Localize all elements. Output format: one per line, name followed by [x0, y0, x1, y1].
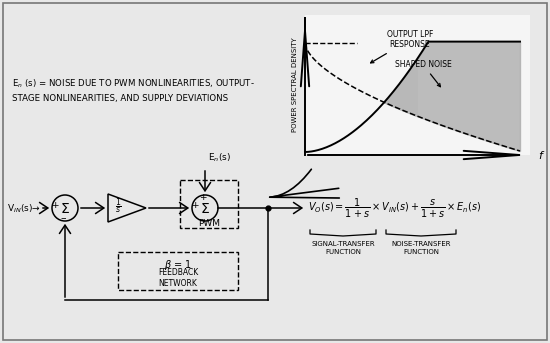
Text: SIGNAL-TRANSFER
FUNCTION: SIGNAL-TRANSFER FUNCTION [311, 241, 375, 255]
Text: $\beta$ = 1: $\beta$ = 1 [164, 258, 192, 272]
Text: E$_n$(s): E$_n$(s) [208, 152, 231, 164]
Text: $\Sigma$: $\Sigma$ [200, 202, 210, 216]
Text: E$_n$ (s) = NOISE DUE TO PWM NONLINEARITIES, OUTPUT-
STAGE NONLINEARITIES, AND S: E$_n$ (s) = NOISE DUE TO PWM NONLINEARIT… [12, 78, 255, 103]
Bar [305, 15, 530, 155]
Text: PWM: PWM [198, 218, 220, 227]
Text: f: f [538, 151, 542, 161]
Text: +: + [199, 193, 207, 202]
Text: $\Sigma$: $\Sigma$ [60, 202, 70, 216]
Text: +: + [51, 201, 59, 211]
Bar [180, 180, 238, 228]
Text: NOISE-TRANSFER
FUNCTION: NOISE-TRANSFER FUNCTION [391, 241, 451, 255]
Text: POWER SPECTRAL DENSITY: POWER SPECTRAL DENSITY [292, 38, 298, 132]
Text: OUTPUT LPF
RESPONSE: OUTPUT LPF RESPONSE [371, 30, 433, 63]
Text: $\frac{1}{s}$: $\frac{1}{s}$ [114, 197, 122, 217]
Text: –: – [60, 213, 66, 223]
Text: $V_O(s) = \dfrac{1}{1+s}\times V_{IN}(s)+\dfrac{s}{1+s}\times E_n(s)$: $V_O(s) = \dfrac{1}{1+s}\times V_{IN}(s)… [308, 197, 481, 220]
Text: SHAPED NOISE: SHAPED NOISE [395, 60, 452, 87]
Bar [118, 252, 238, 290]
Text: FEEDBACK
NETWORK: FEEDBACK NETWORK [158, 268, 198, 288]
Text: V$_{IN}$(s)→: V$_{IN}$(s)→ [7, 203, 41, 215]
Text: +: + [191, 201, 199, 211]
